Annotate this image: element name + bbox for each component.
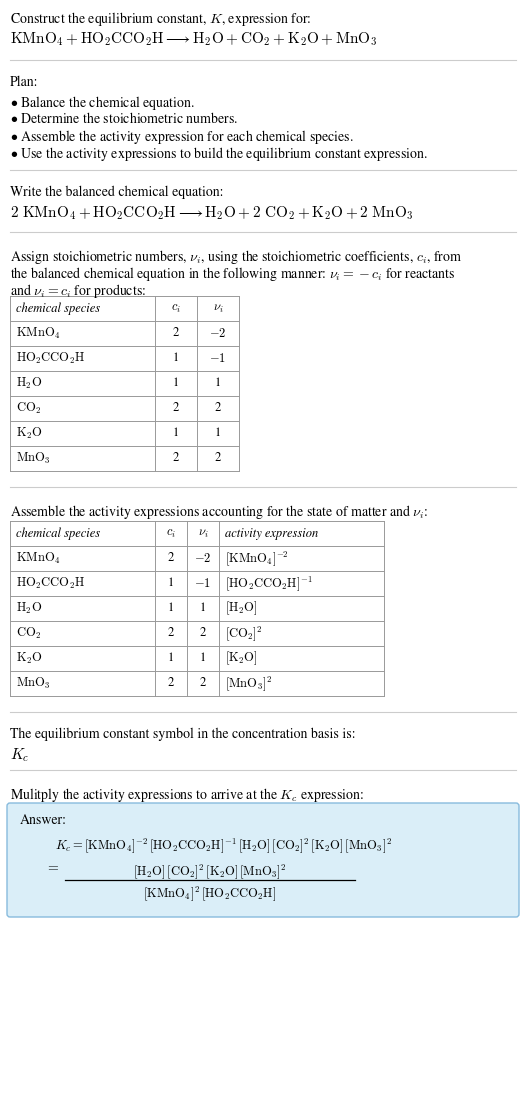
- Text: $\mathrm{KMnO_4} + \mathrm{HO_2CCO_2H} \longrightarrow \mathrm{H_2O} + \mathrm{C: $\mathrm{KMnO_4} + \mathrm{HO_2CCO_2H} \…: [10, 30, 377, 47]
- Text: 1: 1: [215, 428, 221, 440]
- Text: 2: 2: [200, 678, 206, 689]
- Text: 2: 2: [168, 678, 174, 689]
- Text: $\mathrm{K_2O}$: $\mathrm{K_2O}$: [16, 426, 42, 441]
- Text: $\mathrm{HO_2CCO_2H}$: $\mathrm{HO_2CCO_2H}$: [16, 576, 85, 591]
- Text: $[\mathrm{K_2O}]$: $[\mathrm{K_2O}]$: [225, 649, 258, 667]
- Text: Assemble the activity expressions accounting for the state of matter and $\nu_i$: Assemble the activity expressions accoun…: [10, 504, 429, 521]
- Text: the balanced chemical equation in the following manner: $\nu_i = -c_i$ for react: the balanced chemical equation in the fo…: [10, 265, 456, 283]
- Text: Plan:: Plan:: [10, 76, 38, 89]
- Text: $\mathrm{HO_2CCO_2H}$: $\mathrm{HO_2CCO_2H}$: [16, 351, 85, 366]
- Text: $2\ \mathrm{KMnO_4} + \mathrm{HO_2CCO_2H} \longrightarrow \mathrm{H_2O} + 2\ \ma: $2\ \mathrm{KMnO_4} + \mathrm{HO_2CCO_2H…: [10, 204, 413, 222]
- Text: $\mathrm{CO_2}$: $\mathrm{CO_2}$: [16, 400, 41, 416]
- Text: 2: 2: [173, 328, 179, 339]
- Text: $\mathrm{MnO_3}$: $\mathrm{MnO_3}$: [16, 451, 50, 466]
- Text: $\mathrm{H_2O}$: $\mathrm{H_2O}$: [16, 376, 42, 392]
- Text: $\mathrm{H_2O}$: $\mathrm{H_2O}$: [16, 601, 42, 617]
- Text: Write the balanced chemical equation:: Write the balanced chemical equation:: [10, 186, 224, 200]
- Text: $-1$: $-1$: [210, 352, 226, 365]
- Text: 1: 1: [215, 377, 221, 389]
- Text: Assign stoichiometric numbers, $\nu_i$, using the stoichiometric coefficients, $: Assign stoichiometric numbers, $\nu_i$, …: [10, 248, 462, 265]
- FancyBboxPatch shape: [7, 803, 519, 917]
- Text: Construct the equilibrium constant, $K$, expression for:: Construct the equilibrium constant, $K$,…: [10, 10, 312, 29]
- Text: $c_i$: $c_i$: [171, 303, 181, 315]
- Text: $K_c$: $K_c$: [10, 746, 29, 764]
- Text: 2: 2: [168, 553, 174, 564]
- Text: Mulitply the activity expressions to arrive at the $K_c$ expression:: Mulitply the activity expressions to arr…: [10, 785, 364, 804]
- Text: 2: 2: [200, 627, 206, 640]
- Text: $-2$: $-2$: [209, 327, 227, 340]
- Text: 1: 1: [200, 653, 206, 665]
- Text: $[\mathrm{HO_2CCO_2H}]^{-1}$: $[\mathrm{HO_2CCO_2H}]^{-1}$: [225, 574, 313, 592]
- Text: $\nu_i$: $\nu_i$: [198, 528, 209, 540]
- Text: chemical species: chemical species: [16, 528, 100, 540]
- Text: $\bullet$ Assemble the activity expression for each chemical species.: $\bullet$ Assemble the activity expressi…: [10, 128, 354, 146]
- Text: chemical species: chemical species: [16, 302, 100, 315]
- Text: $\mathrm{MnO_3}$: $\mathrm{MnO_3}$: [16, 676, 50, 691]
- Text: $[\mathrm{MnO_3}]^2$: $[\mathrm{MnO_3}]^2$: [225, 675, 272, 693]
- Text: $\bullet$ Balance the chemical equation.: $\bullet$ Balance the chemical equation.: [10, 94, 195, 112]
- Text: 2: 2: [173, 453, 179, 464]
- Text: and $\nu_i = c_i$ for products:: and $\nu_i = c_i$ for products:: [10, 282, 146, 299]
- Text: 1: 1: [200, 602, 206, 614]
- Text: $[\mathrm{H_2O}]\,[\mathrm{CO_2}]^2\,[\mathrm{K_2O}]\,[\mathrm{MnO_3}]^2$: $[\mathrm{H_2O}]\,[\mathrm{CO_2}]^2\,[\m…: [133, 862, 287, 881]
- Text: $\mathrm{KMnO_4}$: $\mathrm{KMnO_4}$: [16, 551, 60, 566]
- Text: Answer:: Answer:: [20, 814, 67, 827]
- Text: $K_c = [\mathrm{KMnO_4}]^{-2}\,[\mathrm{HO_2CCO_2H}]^{-1}\,[\mathrm{H_2O}]\,[\ma: $K_c = [\mathrm{KMnO_4}]^{-2}\,[\mathrm{…: [55, 836, 392, 855]
- Text: $\bullet$ Use the activity expressions to build the equilibrium constant express: $\bullet$ Use the activity expressions t…: [10, 145, 428, 163]
- Text: 2: 2: [215, 453, 221, 464]
- Text: $[\mathrm{CO_2}]^2$: $[\mathrm{CO_2}]^2$: [225, 624, 263, 643]
- Text: $[\mathrm{KMnO_4}]^{-2}$: $[\mathrm{KMnO_4}]^{-2}$: [225, 550, 289, 568]
- Text: $\mathrm{K_2O}$: $\mathrm{K_2O}$: [16, 651, 42, 666]
- Text: 2: 2: [215, 403, 221, 415]
- Text: 1: 1: [168, 653, 174, 665]
- Text: $\bullet$ Determine the stoichiometric numbers.: $\bullet$ Determine the stoichiometric n…: [10, 111, 238, 126]
- Text: 1: 1: [168, 578, 174, 589]
- Text: 1: 1: [173, 352, 179, 364]
- Text: 1: 1: [173, 377, 179, 389]
- Text: The equilibrium constant symbol in the concentration basis is:: The equilibrium constant symbol in the c…: [10, 728, 356, 742]
- Text: $c_i$: $c_i$: [166, 528, 176, 540]
- Text: 1: 1: [173, 428, 179, 440]
- Text: 2: 2: [173, 403, 179, 415]
- Text: $[\mathrm{H_2O}]$: $[\mathrm{H_2O}]$: [225, 600, 257, 618]
- Text: 1: 1: [168, 602, 174, 614]
- Text: $-1$: $-1$: [194, 577, 212, 590]
- Text: $\mathrm{CO_2}$: $\mathrm{CO_2}$: [16, 626, 41, 641]
- Text: activity expression: activity expression: [225, 528, 318, 540]
- Text: $-2$: $-2$: [194, 552, 212, 565]
- Text: $[\mathrm{KMnO_4}]^2\,[\mathrm{HO_2CCO_2H}]$: $[\mathrm{KMnO_4}]^2\,[\mathrm{HO_2CCO_2…: [144, 884, 277, 903]
- Text: $\mathrm{KMnO_4}$: $\mathrm{KMnO_4}$: [16, 326, 60, 341]
- Text: $=$: $=$: [45, 860, 59, 873]
- Text: $\nu_i$: $\nu_i$: [213, 303, 223, 315]
- Text: 2: 2: [168, 627, 174, 640]
